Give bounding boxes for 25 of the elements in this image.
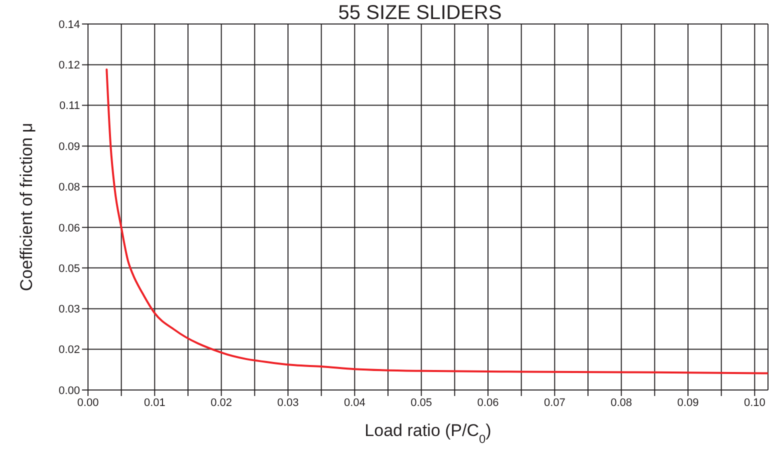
- x-tick-label: 0.09: [677, 396, 699, 409]
- y-tick-label: 0.02: [58, 344, 80, 356]
- x-tick-label: 0.10: [744, 396, 766, 409]
- chart-title: 55 SIZE SLIDERS: [338, 2, 502, 24]
- y-tick-label: 0.03: [58, 304, 80, 316]
- line-series: [106, 68, 768, 374]
- y-tick-label: 0.14: [58, 18, 80, 31]
- x-tick-label: 0.01: [144, 396, 166, 409]
- y-tick-label: 0.00: [58, 384, 80, 397]
- x-tick-label: 0.02: [210, 396, 232, 409]
- x-tick-label: 0.08: [610, 396, 632, 409]
- x-tick-label: 0.07: [544, 396, 566, 409]
- y-tick-label: 0.06: [58, 222, 80, 234]
- y-tick-label: 0.05: [58, 262, 80, 275]
- y-tick-label: 0.12: [58, 60, 80, 72]
- x-tick-label: 0.04: [344, 396, 366, 409]
- x-tick-label: 0.06: [477, 396, 499, 409]
- x-tick-label: 0.05: [410, 396, 432, 409]
- y-axis-title: Coefficient of friction μ: [17, 122, 36, 292]
- y-tick-label: 0.09: [58, 140, 80, 153]
- x-tick-label: 0.03: [277, 396, 299, 409]
- x-tick-label: 0.00: [77, 396, 99, 409]
- x-axis-title: Load ratio (P/C$_{0}$): [364, 421, 492, 446]
- y-tick-label: 0.11: [59, 100, 80, 112]
- y-tick-label: 0.08: [58, 182, 80, 194]
